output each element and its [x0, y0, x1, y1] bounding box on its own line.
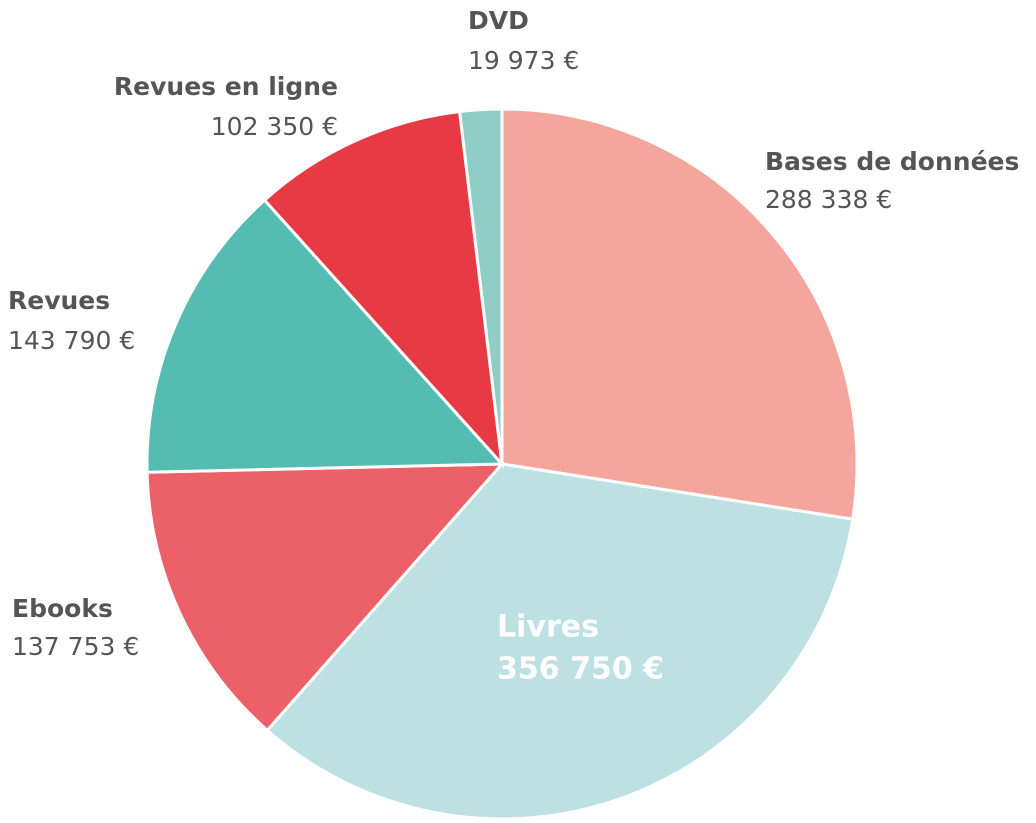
slice-label: Livres [497, 610, 599, 645]
pie-slice [145, 462, 506, 733]
pie-slice [262, 109, 505, 469]
pie-slice [265, 462, 855, 821]
slice-label: Bases de données [765, 147, 1019, 176]
value-label: 102 350 € [211, 112, 338, 141]
pie-slice [457, 107, 504, 465]
slice-label: Revues en ligne [114, 72, 338, 101]
pie-slice [145, 197, 506, 474]
slice-label: Ebooks [12, 594, 113, 623]
slice-label: Revues [8, 286, 110, 315]
value-label: 19 973 € [468, 46, 579, 75]
value-label: 137 753 € [12, 632, 139, 661]
pie-slice [500, 107, 859, 521]
slice-label: DVD [468, 6, 529, 35]
value-label: 288 338 € [765, 185, 892, 214]
value-label: 143 790 € [8, 326, 135, 355]
value-label: 356 750 € [497, 652, 664, 687]
